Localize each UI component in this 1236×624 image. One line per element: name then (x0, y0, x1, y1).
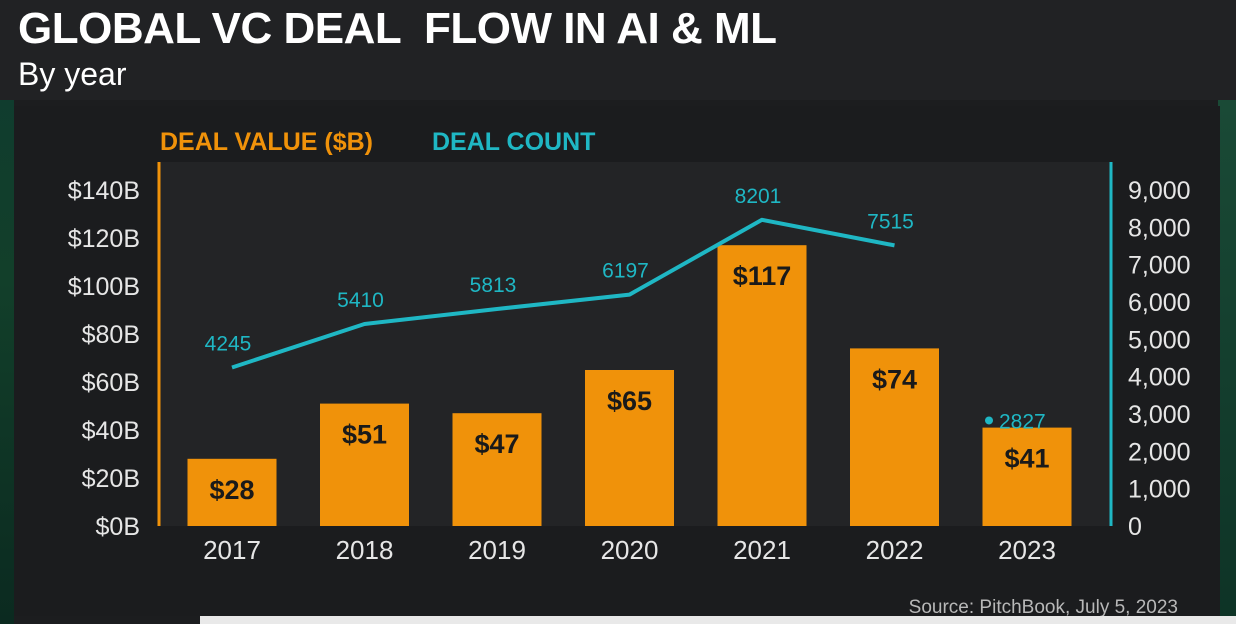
left-axis-ticks: $0B $20B $40B $60B $80B $100B $120B $140B (68, 177, 140, 541)
count-label-2019: 5813 (470, 274, 517, 297)
x-tick-label: 2017 (203, 535, 261, 565)
right-tick-label: 0 (1128, 513, 1142, 541)
bar-2021 (717, 245, 807, 526)
left-tick-label: $80B (82, 321, 140, 349)
count-label-2021: 8201 (735, 185, 782, 208)
left-tick-label: $40B (82, 417, 140, 445)
count-label-2022: 7515 (867, 210, 914, 233)
bar-label-2018: $51 (342, 420, 387, 450)
bar-2019 (452, 413, 542, 526)
x-tick-label: 2022 (866, 535, 924, 565)
bar-2017 (187, 458, 277, 526)
background-accent-left (0, 0, 14, 624)
right-axis-ticks: 0 1,000 2,000 3,000 4,000 5,000 6,000 7,000 8,00… (1128, 177, 1191, 541)
right-tick-label: 9,000 (1128, 177, 1191, 205)
chart-subtitle: By year (18, 56, 127, 92)
bar-label-2022: $74 (872, 364, 917, 394)
left-tick-label: $20B (82, 465, 140, 493)
right-tick-label: 3,000 (1128, 401, 1191, 429)
x-tick-label: 2019 (468, 535, 526, 565)
combo-chart: DEAL VALUE ($B) DEAL COUNT $0B $20B $40B $6… (68, 128, 1191, 565)
right-tick-label: 1,000 (1128, 476, 1191, 504)
bar-2020 (585, 370, 674, 526)
x-tick-label: 2023 (998, 535, 1056, 565)
right-tick-label: 6,000 (1128, 289, 1191, 317)
header-band (0, 0, 1236, 100)
count-point-2023 (985, 416, 993, 425)
bar-2022 (850, 348, 939, 526)
count-label-2023: 2827 (999, 410, 1046, 433)
background-accent-right (1218, 100, 1236, 624)
right-tick-label: 8,000 (1128, 214, 1191, 242)
right-tick-label: 5,000 (1128, 326, 1191, 354)
left-tick-label: $60B (82, 369, 140, 397)
chart-panel: DEAL VALUE ($B) DEAL COUNT $0B $20B $40B $6… (14, 106, 1220, 616)
bar-data-labels: $28 $51 $47 $65 $117 $74 $41 (209, 261, 1049, 505)
bar-series (187, 245, 1072, 526)
x-tick-label: 2018 (336, 535, 394, 565)
source-note: Source: PitchBook, July 5, 2023 (908, 597, 1178, 618)
left-tick-label: $100B (68, 273, 140, 301)
bar-label-2021: $117 (733, 261, 792, 291)
x-axis-ticks: 2017 2018 2019 2020 2021 2022 2023 (203, 535, 1056, 565)
chart-title: GLOBAL VC DEAL FLOW IN AI & ML (18, 4, 777, 53)
left-tick-label: $140B (68, 177, 140, 205)
count-label-2020: 6197 (602, 260, 649, 283)
deal-count-line (231, 217, 895, 370)
count-label-2018: 5410 (337, 289, 384, 312)
bar-label-2019: $47 (474, 429, 519, 459)
right-tick-label: 2,000 (1128, 438, 1191, 466)
left-tick-label: $0B (96, 513, 140, 541)
deal-count-points (231, 219, 993, 425)
left-tick-label: $120B (68, 225, 140, 253)
count-label-2017: 4245 (205, 333, 252, 356)
bar-label-2023: $41 (1004, 444, 1049, 474)
legend-deal-count: DEAL COUNT (432, 128, 595, 156)
bar-label-2020: $65 (607, 386, 652, 416)
bar-2023 (982, 427, 1072, 526)
legend-deal-value: DEAL VALUE ($B) (160, 128, 373, 156)
bar-2018 (320, 403, 409, 526)
deal-count-labels: 4245 5410 5813 6197 8201 7515 2827 (205, 185, 1046, 434)
bar-label-2017: $28 (209, 475, 254, 505)
x-tick-label: 2020 (601, 535, 659, 565)
right-tick-label: 4,000 (1128, 364, 1191, 392)
footer-bar (200, 616, 1236, 624)
right-tick-label: 7,000 (1128, 252, 1191, 280)
x-tick-label: 2021 (733, 535, 791, 565)
